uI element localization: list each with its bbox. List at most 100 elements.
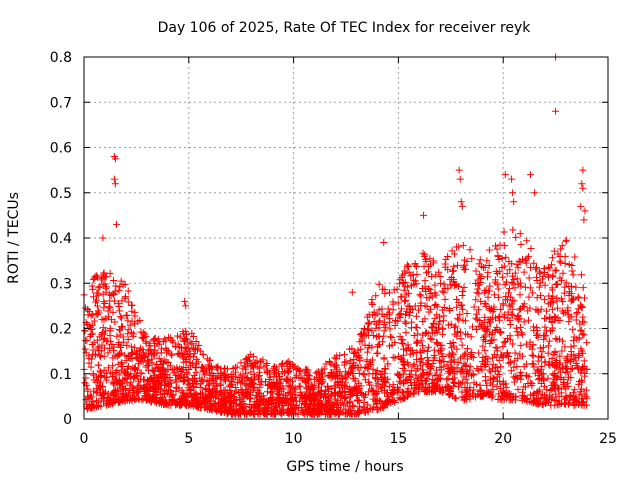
data-point bbox=[507, 367, 515, 375]
data-point bbox=[560, 289, 568, 297]
data-point bbox=[493, 245, 501, 253]
data-point bbox=[103, 337, 111, 345]
data-point bbox=[492, 242, 500, 250]
data-point bbox=[190, 350, 198, 358]
points-layer bbox=[80, 53, 591, 418]
data-point bbox=[176, 374, 184, 382]
data-point bbox=[433, 339, 441, 347]
data-point bbox=[254, 406, 262, 414]
data-point bbox=[349, 369, 357, 377]
data-point bbox=[434, 324, 442, 332]
data-point bbox=[302, 400, 310, 408]
data-point bbox=[450, 263, 458, 271]
data-point bbox=[581, 207, 589, 215]
data-point bbox=[495, 316, 503, 324]
data-point bbox=[241, 380, 249, 388]
data-point bbox=[463, 355, 471, 363]
data-point bbox=[93, 310, 101, 318]
data-point bbox=[546, 313, 554, 321]
x-tick-label: 5 bbox=[184, 431, 193, 447]
data-point bbox=[474, 306, 482, 314]
data-point bbox=[451, 394, 459, 402]
data-point bbox=[573, 308, 581, 316]
data-point bbox=[422, 328, 430, 336]
data-point bbox=[473, 380, 481, 388]
data-point bbox=[440, 303, 448, 311]
data-point bbox=[342, 394, 350, 402]
data-point bbox=[503, 351, 511, 359]
data-point bbox=[539, 370, 547, 378]
data-point bbox=[319, 369, 327, 377]
data-point bbox=[525, 293, 533, 301]
data-point bbox=[244, 358, 252, 366]
data-point bbox=[578, 363, 586, 371]
data-point bbox=[517, 305, 525, 313]
data-point bbox=[431, 314, 439, 322]
data-point bbox=[117, 314, 125, 322]
data-point bbox=[567, 282, 575, 290]
data-point bbox=[402, 319, 410, 327]
data-point bbox=[550, 247, 558, 255]
data-point bbox=[365, 311, 373, 319]
data-point bbox=[286, 382, 294, 390]
data-point bbox=[111, 180, 119, 188]
data-point bbox=[204, 405, 212, 413]
data-point bbox=[221, 377, 229, 385]
data-point bbox=[561, 283, 569, 291]
data-point bbox=[162, 337, 170, 345]
data-point bbox=[421, 387, 429, 395]
data-point bbox=[536, 279, 544, 287]
data-point bbox=[179, 378, 187, 386]
data-point bbox=[532, 264, 540, 272]
data-point bbox=[528, 380, 536, 388]
data-point bbox=[436, 387, 444, 395]
data-point bbox=[522, 340, 530, 348]
data-point bbox=[501, 171, 509, 179]
data-point bbox=[389, 396, 397, 404]
data-point bbox=[496, 241, 504, 249]
data-point bbox=[371, 374, 379, 382]
data-point bbox=[447, 320, 455, 328]
data-point bbox=[310, 375, 318, 383]
data-point bbox=[448, 353, 456, 361]
data-point bbox=[250, 375, 258, 383]
data-point bbox=[95, 309, 103, 317]
data-point bbox=[408, 346, 416, 354]
data-point bbox=[440, 280, 448, 288]
data-point bbox=[567, 392, 575, 400]
data-point bbox=[541, 393, 549, 401]
data-point bbox=[575, 351, 583, 359]
data-point bbox=[116, 283, 124, 291]
data-point bbox=[156, 361, 164, 369]
data-point bbox=[360, 404, 368, 412]
data-point bbox=[386, 315, 394, 323]
data-point bbox=[477, 323, 485, 331]
data-point bbox=[386, 325, 394, 333]
data-point bbox=[183, 350, 191, 358]
data-point bbox=[577, 202, 585, 210]
data-point bbox=[343, 383, 351, 391]
data-point bbox=[462, 349, 470, 357]
data-point bbox=[350, 349, 358, 357]
data-point bbox=[458, 341, 466, 349]
data-point bbox=[356, 389, 364, 397]
data-point bbox=[458, 388, 466, 396]
data-point bbox=[541, 399, 549, 407]
data-point bbox=[297, 374, 305, 382]
data-point bbox=[499, 301, 507, 309]
data-point bbox=[276, 402, 284, 410]
data-point bbox=[340, 401, 348, 409]
data-point bbox=[479, 342, 487, 350]
data-point bbox=[174, 332, 182, 340]
data-point bbox=[396, 377, 404, 385]
data-point bbox=[360, 329, 368, 337]
data-point bbox=[509, 189, 517, 197]
data-point bbox=[222, 373, 230, 381]
data-point bbox=[554, 314, 562, 322]
data-point bbox=[105, 364, 113, 372]
data-point bbox=[574, 293, 582, 301]
data-point bbox=[380, 354, 388, 362]
data-point bbox=[501, 281, 509, 289]
data-point bbox=[320, 405, 328, 413]
data-point bbox=[429, 375, 437, 383]
